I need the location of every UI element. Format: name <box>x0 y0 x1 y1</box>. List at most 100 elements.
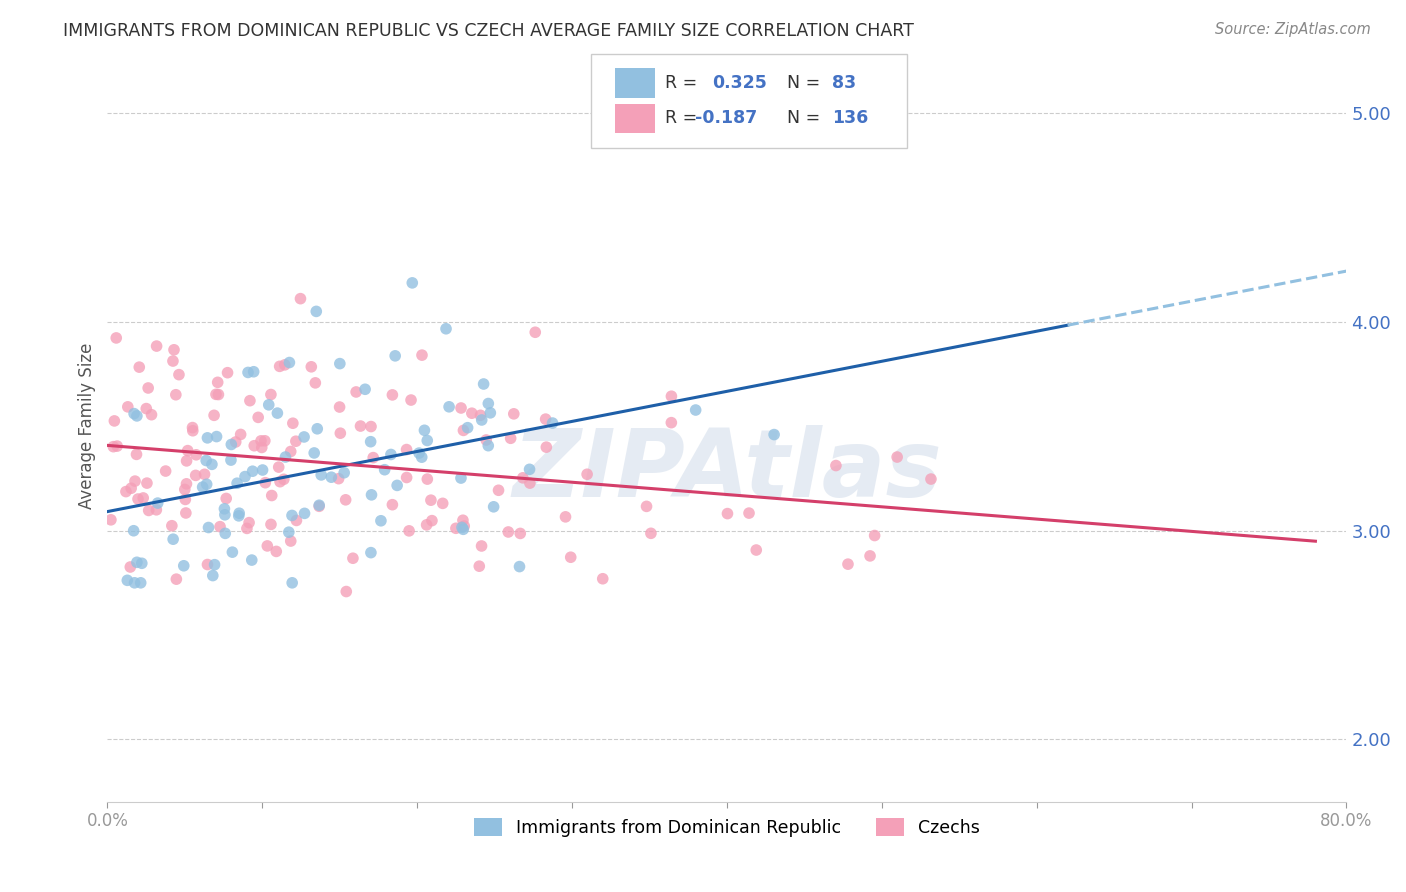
Point <box>576 467 599 482</box>
Point <box>266 406 288 420</box>
Point <box>281 575 304 590</box>
Point <box>163 343 186 357</box>
Point <box>122 407 145 421</box>
Point <box>280 444 302 458</box>
Point <box>105 331 128 345</box>
Point <box>349 419 371 434</box>
Point <box>281 416 304 430</box>
Point <box>451 522 474 536</box>
Point <box>197 431 219 445</box>
Point <box>859 549 882 563</box>
Point <box>205 429 228 443</box>
Point <box>165 388 187 402</box>
Point <box>193 467 215 482</box>
Point <box>115 484 138 499</box>
Point <box>479 406 502 420</box>
Point <box>335 492 357 507</box>
Point <box>554 509 576 524</box>
Point <box>450 401 472 415</box>
Point <box>471 413 494 427</box>
Point <box>370 514 392 528</box>
Point <box>384 349 406 363</box>
Point <box>214 508 236 522</box>
Y-axis label: Average Family Size: Average Family Size <box>79 343 96 509</box>
Point <box>242 464 264 478</box>
Point <box>482 500 505 514</box>
Point <box>124 575 146 590</box>
Point <box>129 575 152 590</box>
Point <box>184 468 207 483</box>
Point <box>309 467 332 482</box>
Point <box>267 460 290 475</box>
Point <box>207 387 229 401</box>
Point <box>173 558 195 573</box>
Point <box>221 545 243 559</box>
Point <box>145 503 167 517</box>
Point <box>136 476 159 491</box>
Point <box>470 409 492 423</box>
Point <box>328 472 350 486</box>
Point <box>195 477 218 491</box>
Point <box>260 387 283 401</box>
Point <box>308 500 330 514</box>
Point <box>215 491 238 506</box>
Point <box>207 376 229 390</box>
Point <box>125 447 148 461</box>
Point <box>344 384 367 399</box>
Text: N =: N = <box>776 74 821 92</box>
Point <box>100 513 122 527</box>
Point <box>197 558 219 572</box>
Point <box>416 434 439 448</box>
Point <box>512 471 534 485</box>
Point <box>167 368 190 382</box>
Point <box>763 427 786 442</box>
Point <box>278 355 301 369</box>
Point <box>508 559 530 574</box>
Point <box>155 464 177 478</box>
Point <box>202 409 225 423</box>
Text: R =: R = <box>665 110 703 128</box>
Point <box>825 458 848 473</box>
Point <box>281 508 304 523</box>
Point <box>329 426 352 441</box>
Point <box>398 524 420 538</box>
Point <box>181 424 204 438</box>
Point <box>361 450 384 465</box>
Point <box>451 513 474 527</box>
Point <box>468 559 491 574</box>
Point <box>661 389 683 403</box>
Text: N =: N = <box>776 110 821 128</box>
Point <box>592 572 614 586</box>
Point <box>380 448 402 462</box>
Point <box>411 348 433 362</box>
Point <box>419 493 441 508</box>
Text: IMMIGRANTS FROM DOMINICAN REPUBLIC VS CZECH AVERAGE FAMILY SIZE CORRELATION CHAR: IMMIGRANTS FROM DOMINICAN REPUBLIC VS CZ… <box>63 22 914 40</box>
Point <box>450 471 472 485</box>
Point <box>165 572 187 586</box>
Point <box>333 466 356 480</box>
Point <box>342 551 364 566</box>
Point <box>162 354 184 368</box>
Point <box>519 462 541 476</box>
Point <box>453 424 475 438</box>
Point <box>260 517 283 532</box>
Point <box>205 387 228 401</box>
Point <box>360 546 382 560</box>
Point <box>374 463 396 477</box>
Point <box>103 440 125 454</box>
Point <box>204 558 226 572</box>
Point <box>360 488 382 502</box>
Point <box>277 525 299 540</box>
Point <box>269 475 291 489</box>
FancyBboxPatch shape <box>616 103 655 133</box>
Point <box>413 423 436 437</box>
Point <box>920 472 942 486</box>
Point <box>191 480 214 494</box>
Point <box>120 481 142 495</box>
Point <box>103 414 125 428</box>
Point <box>117 400 139 414</box>
Point <box>253 434 276 448</box>
Point <box>269 359 291 374</box>
Point <box>498 524 520 539</box>
Point <box>209 519 232 533</box>
